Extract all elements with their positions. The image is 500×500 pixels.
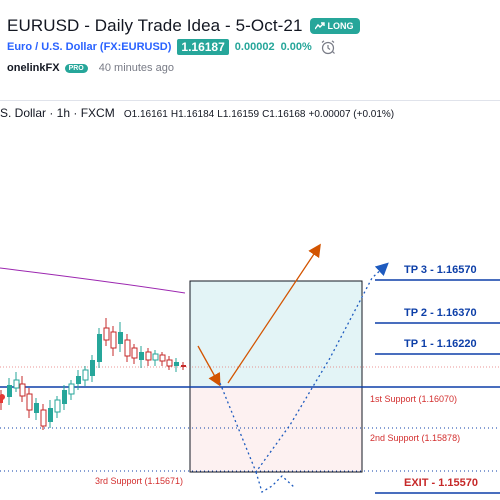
last-price: 1.16187 xyxy=(177,39,229,55)
idea-title: EURUSD - Daily Trade Idea - 5-Oct-21 xyxy=(7,16,303,35)
legend-open: O1.16161 xyxy=(123,109,168,120)
profit-zone xyxy=(190,281,362,387)
long-badge: LONG xyxy=(309,18,360,34)
price-chart[interactable] xyxy=(0,100,500,500)
price-change-percent: 0.00% xyxy=(280,41,312,53)
drop-scenario-path xyxy=(255,471,296,493)
legend-high: H1.16184 xyxy=(170,109,215,120)
posted-time: 40 minutes ago xyxy=(98,62,174,74)
legend-change: +0.00007 (+0.01%) xyxy=(308,109,395,120)
legend-symbol: S. Dollar · 1h · FXCM xyxy=(0,106,115,120)
symbol-link[interactable]: Euro / U.S. Dollar (FX:EURUSD) xyxy=(7,41,172,53)
author-row: onelinkFX PRO 40 minutes ago xyxy=(7,59,174,77)
chart-legend: S. Dollar · 1h · FXCM O1.16161 H1.16184 … xyxy=(0,106,394,120)
author-name[interactable]: onelinkFX xyxy=(7,62,60,74)
title-row: EURUSD - Daily Trade Idea - 5-Oct-21 LON… xyxy=(7,13,360,39)
target-arrow xyxy=(227,243,321,384)
long-badge-label: LONG xyxy=(327,21,354,31)
support2-label: 2nd Support (1.15878) xyxy=(370,433,461,443)
support3-label: 3rd Support (1.15671) xyxy=(95,476,184,486)
tp3-label: TP 3 - 1.16570 xyxy=(404,264,477,276)
support1-label: 1st Support (1.16070) xyxy=(370,394,458,404)
pullback-arrow xyxy=(197,345,221,387)
tp1-label: TP 1 - 1.16220 xyxy=(404,338,477,350)
alarm-clock-icon[interactable] xyxy=(320,39,336,55)
alternate-scenario-path xyxy=(219,262,389,474)
price-change: 0.00002 xyxy=(234,41,275,53)
position-box-outline xyxy=(189,280,363,473)
pro-badge: PRO xyxy=(64,63,88,73)
moving-average-line xyxy=(0,267,186,294)
trend-up-icon xyxy=(314,22,325,30)
legend-close: C1.16168 xyxy=(262,109,306,120)
chart-divider xyxy=(0,100,500,101)
legend-low: L1.16159 xyxy=(217,109,260,120)
idea-header: EURUSD - Daily Trade Idea - 5-Oct-21 LON… xyxy=(0,0,500,100)
exit-label: EXIT - 1.15570 xyxy=(404,477,478,489)
candles xyxy=(0,318,186,430)
tp2-label: TP 2 - 1.16370 xyxy=(404,307,477,319)
symbol-row: Euro / U.S. Dollar (FX:EURUSD) 1.16187 0… xyxy=(7,38,336,56)
stop-zone xyxy=(190,387,362,472)
